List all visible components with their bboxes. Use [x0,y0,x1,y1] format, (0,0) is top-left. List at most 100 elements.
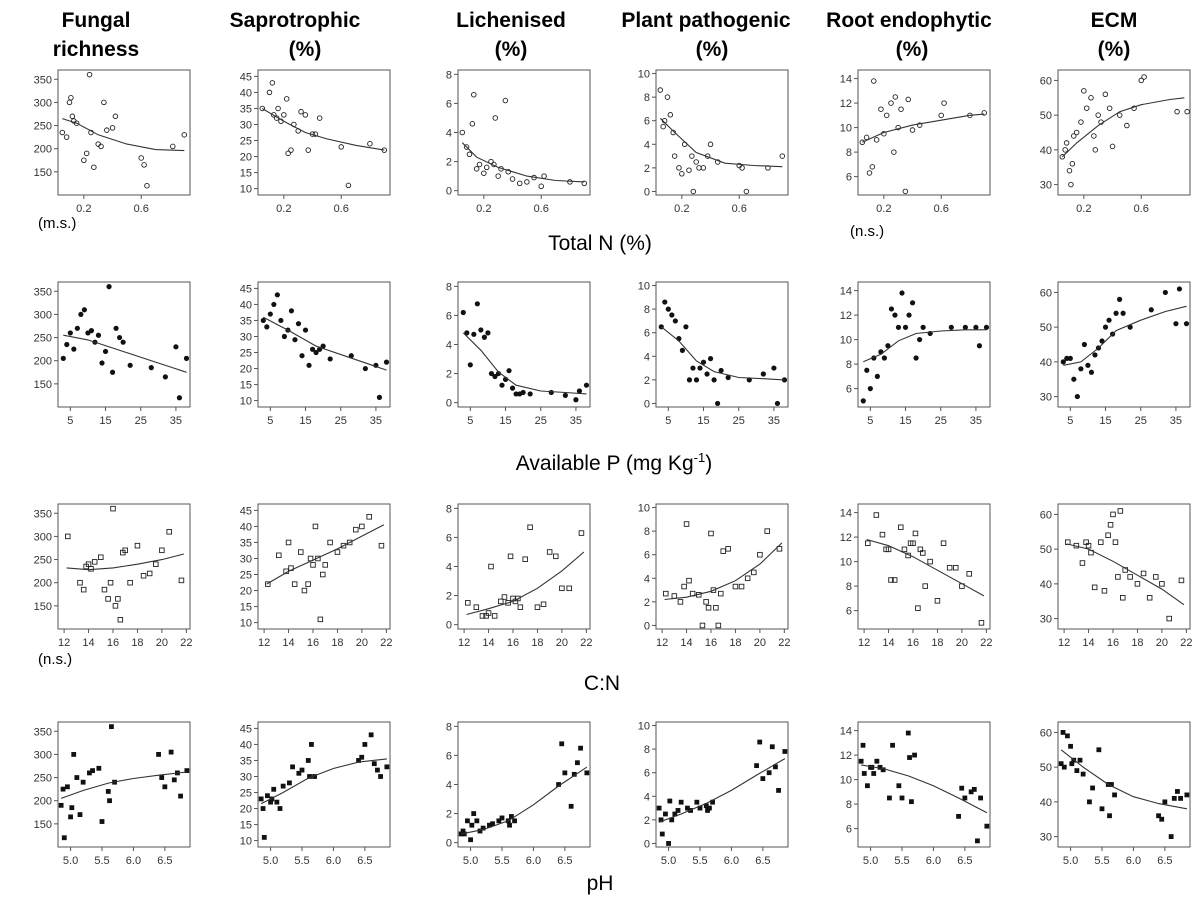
data-point [715,400,721,407]
data-point [505,600,511,606]
y-tick-label: 30 [1040,614,1052,626]
data-point [1079,560,1086,566]
data-point [671,593,678,599]
panel-available-p-plant-pathogenic: 0 2 4 6 8 10 5 15 25 35 [638,281,789,427]
data-point [320,343,326,349]
data-point [1171,795,1177,801]
data-point [916,122,923,128]
data-point [65,533,71,540]
data-point [465,818,470,824]
y-tick-label: 12 [840,750,852,762]
data-point [265,793,270,799]
col-title-lichenised-line2: (%) [495,38,528,61]
data-point [378,774,383,779]
data-point [506,368,512,374]
y-tick-label: 40 [1040,579,1052,591]
data-point [662,299,668,305]
data-point [713,605,719,611]
data-point [779,153,786,159]
data-point [265,581,271,587]
y-tick-label: 2 [644,163,650,175]
data-point [353,526,359,533]
data-point [892,312,898,318]
col-title-plant-pathogenic-line1: Plant pathogenic [621,9,791,32]
data-point [260,317,266,324]
data-point [1081,341,1087,348]
panel-total-n-fungal-richness: 150 200 250 300 350 0.2 0.6 [34,69,191,215]
data-point [1065,733,1070,739]
data-point [359,754,365,760]
data-point [718,367,724,374]
data-point [883,112,890,119]
data-point [1087,799,1092,805]
x-tick-label: 12 [858,637,870,649]
data-point [751,569,757,576]
data-point [487,822,492,828]
x-tick-label: 35 [970,415,982,427]
data-point [948,324,954,330]
y-tick-label: 12 [840,532,852,544]
data-point [474,818,480,824]
y-tick-label: 2 [644,815,650,827]
data-point [471,811,477,816]
data-point [899,795,905,801]
plot-frame [457,721,591,848]
data-point [1112,792,1117,798]
y-tick-label: 8 [644,92,650,104]
data-point [1159,581,1165,587]
data-point [261,834,267,840]
data-point [1166,615,1172,622]
data-point [890,742,895,748]
y-tick-label: 350 [34,74,52,86]
data-point [480,825,486,831]
data-point [703,599,709,605]
x-tick-label: 12 [656,637,668,649]
data-point [973,324,979,330]
data-point [1110,511,1116,518]
x-tick-label: 22 [180,637,192,649]
y-tick-label: 4 [644,791,650,803]
y-tick-label: 8 [846,147,852,159]
y-tick-label: 2 [446,591,452,603]
data-point [707,805,712,811]
data-point [271,301,277,308]
y-tick-label: 2 [446,157,452,169]
y-tick-label: 4 [644,573,650,585]
data-point [976,343,983,349]
data-point [120,339,126,345]
y-tick-label: 300 [34,309,52,321]
data-point [940,540,947,546]
data-point [269,80,276,86]
y-tick-label: 10 [638,721,650,733]
data-point [1078,366,1084,372]
data-point [901,546,908,553]
data-point [1153,574,1159,580]
trend-line [60,771,187,799]
data-point [738,583,745,590]
data-point [1124,122,1130,129]
data-point [705,605,712,611]
data-point [477,828,483,834]
data-point [1178,795,1183,801]
y-tick-label: 4 [446,340,452,352]
data-point [718,590,724,597]
data-point [66,99,73,106]
data-point [280,783,286,789]
data-point [953,564,959,571]
data-point [566,585,572,592]
data-point [877,764,883,770]
col-title-saprotrophic-line2: (%) [289,38,322,61]
panel-available-p-root-endophytic: 6 8 10 12 14 5 15 25 35 [840,281,991,427]
data-point [501,594,508,600]
data-point [467,362,473,368]
x-tick-label: 15 [99,415,111,427]
data-point [276,552,282,559]
data-point [1134,581,1141,587]
data-point [1099,806,1105,812]
data-point [871,771,877,776]
note-fungal-cn: (n.s.) [38,651,72,668]
data-point [464,330,470,336]
data-point [657,87,664,93]
data-point [117,616,124,623]
y-tick-label: 6 [846,172,852,184]
